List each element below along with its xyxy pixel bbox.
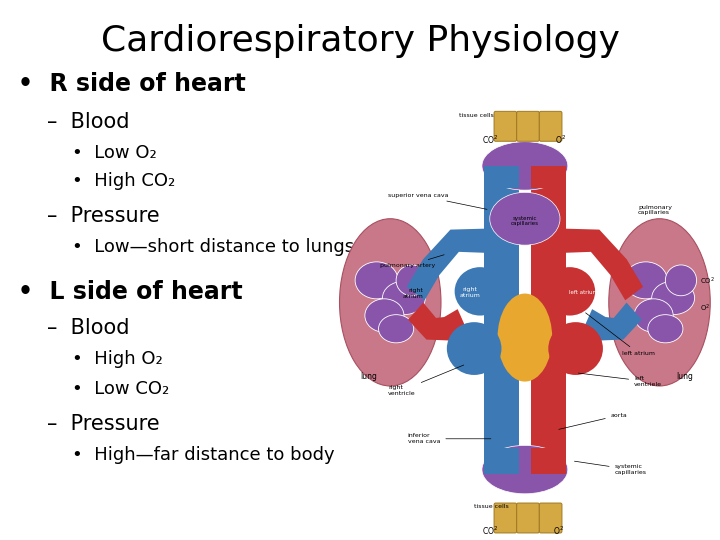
Ellipse shape: [549, 322, 603, 375]
Ellipse shape: [447, 322, 501, 375]
Ellipse shape: [454, 267, 505, 315]
Text: –  Pressure: – Pressure: [47, 414, 159, 434]
Ellipse shape: [634, 299, 673, 332]
Ellipse shape: [355, 262, 398, 299]
Text: left atrium: left atrium: [585, 313, 655, 356]
Text: •  High O₂: • High O₂: [72, 350, 163, 368]
Text: •  L side of heart: • L side of heart: [18, 280, 243, 303]
Polygon shape: [408, 302, 467, 341]
FancyBboxPatch shape: [539, 503, 562, 533]
Text: tissue cells: tissue cells: [459, 113, 493, 118]
Text: right
atrium: right atrium: [402, 288, 423, 299]
Text: pulmonary
capillaries: pulmonary capillaries: [638, 205, 672, 215]
Ellipse shape: [498, 294, 552, 382]
Text: left atrium: left atrium: [569, 290, 598, 295]
Text: –  Blood: – Blood: [47, 111, 130, 132]
Text: tissue cells: tissue cells: [474, 504, 509, 509]
FancyBboxPatch shape: [539, 111, 562, 141]
Text: •  R side of heart: • R side of heart: [18, 72, 246, 96]
Polygon shape: [484, 166, 519, 188]
Text: $\mathsf{O^2}$: $\mathsf{O^2}$: [701, 302, 711, 314]
FancyBboxPatch shape: [517, 503, 539, 533]
Text: •  Low O₂: • Low O₂: [72, 144, 157, 162]
Ellipse shape: [609, 219, 710, 386]
Text: right
ventricle: right ventricle: [388, 365, 464, 396]
Ellipse shape: [379, 315, 414, 343]
Polygon shape: [531, 448, 566, 474]
Ellipse shape: [396, 265, 428, 296]
Text: Cardiorespiratory Physiology: Cardiorespiratory Physiology: [101, 24, 619, 58]
Polygon shape: [582, 302, 642, 341]
Ellipse shape: [652, 281, 695, 315]
Polygon shape: [531, 166, 566, 188]
Text: •  High CO₂: • High CO₂: [72, 172, 175, 190]
Polygon shape: [564, 228, 643, 300]
Text: pulmonary artery: pulmonary artery: [380, 255, 444, 268]
Polygon shape: [484, 166, 519, 474]
Ellipse shape: [340, 219, 441, 386]
FancyBboxPatch shape: [494, 111, 517, 141]
Text: left
ventriele: left ventriele: [578, 373, 662, 387]
FancyBboxPatch shape: [517, 111, 539, 141]
Text: –  Pressure: – Pressure: [47, 206, 159, 226]
Text: $\mathsf{O^2}$: $\mathsf{O^2}$: [554, 133, 565, 146]
Polygon shape: [531, 166, 566, 474]
Text: •  High—far distance to body: • High—far distance to body: [72, 446, 335, 464]
Ellipse shape: [365, 299, 404, 332]
Ellipse shape: [648, 315, 683, 343]
Text: lung: lung: [360, 373, 377, 381]
Text: systemic
capillaries: systemic capillaries: [575, 461, 647, 475]
Text: right
atrium: right atrium: [460, 287, 481, 298]
Polygon shape: [407, 228, 486, 300]
Text: superior vena cava: superior vena cava: [388, 193, 487, 210]
Ellipse shape: [382, 281, 426, 315]
Ellipse shape: [482, 446, 568, 494]
Text: $\mathsf{CO^2}$: $\mathsf{CO^2}$: [482, 524, 498, 537]
Text: –  Blood: – Blood: [47, 318, 130, 338]
Ellipse shape: [544, 267, 595, 315]
Text: •  Low CO₂: • Low CO₂: [72, 380, 169, 398]
Text: lung: lung: [677, 373, 693, 381]
FancyBboxPatch shape: [494, 503, 517, 533]
Text: $\mathsf{CO^2}$: $\mathsf{CO^2}$: [482, 133, 498, 146]
Text: systemic
capillaries: systemic capillaries: [511, 215, 539, 226]
Ellipse shape: [490, 192, 560, 245]
Text: •  Low—short distance to lungs: • Low—short distance to lungs: [72, 238, 354, 256]
Ellipse shape: [624, 262, 667, 299]
Text: inferior
vena cava: inferior vena cava: [408, 434, 491, 444]
Text: $\mathsf{O^2}$: $\mathsf{O^2}$: [552, 524, 564, 537]
Text: $\mathsf{CO^2}$: $\mathsf{CO^2}$: [701, 276, 716, 287]
Ellipse shape: [482, 141, 568, 190]
Polygon shape: [484, 448, 519, 474]
Text: aorta: aorta: [559, 413, 628, 429]
Ellipse shape: [665, 265, 696, 296]
